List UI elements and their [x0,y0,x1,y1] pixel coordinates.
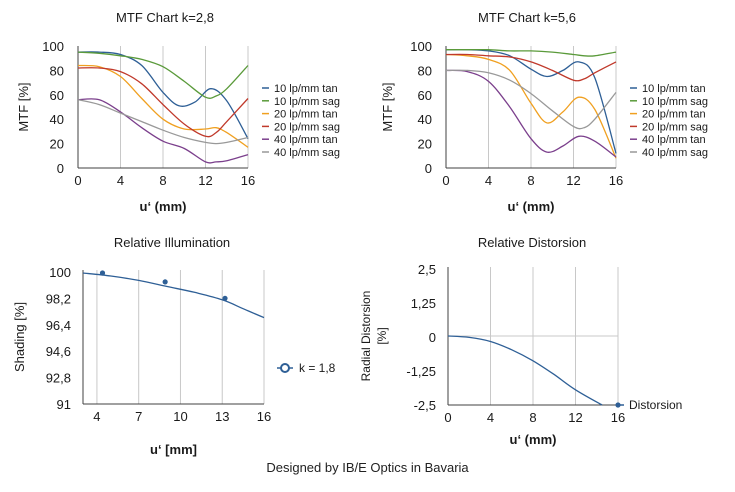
mtf2-legend-label-1: 10 lp/mm sag [642,96,708,108]
mtf2-ytick-4: 80 [418,63,432,78]
illum-xtick-0: 4 [93,409,100,424]
mtf2-xtick-4: 16 [609,173,623,188]
mtf2-ytick-2: 40 [418,112,432,127]
distort-xtick-3: 12 [568,410,582,425]
mtf1-legend-label-5: 40 lp/mm sag [274,147,340,159]
mtf2-legend-label-5: 40 lp/mm sag [642,147,708,159]
mtf2-legend-label-2: 20 lp/mm tan [642,109,706,121]
mtf1-series-0 [78,51,249,140]
distort-xtick-0: 0 [444,410,451,425]
mtf2-xtick-3: 12 [566,173,580,188]
illum-series-0 [83,272,265,319]
mtf1-series-4 [78,98,249,164]
mtf1-legend-label-2: 20 lp/mm tan [274,109,338,121]
mtf1-xtick-0: 0 [74,173,81,188]
mtf2-series-4 [446,69,617,158]
mtf2-ytick-5: 100 [410,39,432,54]
mtf1-xlabel: u‘ (mm) [140,199,187,214]
illum-xtick-1: 7 [135,409,142,424]
illum-xlabel: u‘ [mm] [150,442,197,457]
mtf1-ytick-0: 0 [57,161,64,176]
distort-xtick-4: 16 [611,410,625,425]
distort-ytick-4: -2,5 [414,398,436,413]
illum-ytick-0: 100 [49,265,71,280]
distort-xlabel: u‘ (mm) [510,432,557,447]
mtf1-series-5 [78,99,249,145]
mtf1-series-3 [78,67,249,138]
mtf2-xtick-2: 8 [527,173,534,188]
mtf2-series-3 [446,53,617,82]
mtf2-legend-label-4: 40 lp/mm tan [642,134,706,146]
mtf2-xtick-0: 0 [442,173,449,188]
mtf1-ytick-4: 80 [50,63,64,78]
illum-ytick-1: 98,2 [46,291,71,306]
distort-legend-label-0: Distorsion [629,398,682,412]
mtf1-ytick-1: 20 [50,137,64,152]
mtf1-xtick-2: 8 [159,173,166,188]
mtf2-legend-label-3: 20 lp/mm sag [642,121,708,133]
illum-ytick-2: 96,4 [46,318,71,333]
illum-xtick-4: 16 [257,409,271,424]
illum-xtick-2: 10 [173,409,187,424]
footer-credit: Designed by IB/E Optics in Bavaria [266,460,469,475]
mtf2-title: MTF Chart k=5,6 [478,10,576,25]
illum-title: Relative Illumination [114,235,230,250]
mtf1-legend-label-3: 20 lp/mm sag [274,121,340,133]
distort-title: Relative Distorsion [478,235,586,250]
mtf2-xlabel: u‘ (mm) [508,199,555,214]
mtf2-ytick-0: 0 [425,161,432,176]
mtf2-ytick-3: 60 [418,88,432,103]
mtf1-legend-label-4: 40 lp/mm tan [274,134,338,146]
illum-ytick-4: 92,8 [46,371,71,386]
mtf1-xtick-4: 16 [241,173,255,188]
distort-ytick-0: 2,5 [418,262,436,277]
mtf1-ylabel: MTF [%] [16,82,31,131]
distort-series-0 [448,335,603,406]
mtf1-xtick-3: 12 [198,173,212,188]
mtf2-ytick-1: 20 [418,137,432,152]
mtf1-ytick-3: 60 [50,88,64,103]
illum-ytick-3: 94,6 [46,344,71,359]
mtf1-ytick-2: 40 [50,112,64,127]
mtf2-ylabel: MTF [%] [380,82,395,131]
distort-ytick-2: 0 [429,330,436,345]
distort-ylabel-unit: [%] [375,327,389,344]
mtf2-series-2 [446,53,617,159]
distort-ylabel: Radial Distorsion [359,291,373,382]
mtf1-title: MTF Chart k=2,8 [116,10,214,25]
distort-ytick-1: 1,25 [411,296,436,311]
mtf2-series-5 [446,69,617,130]
mtf1-series-1 [78,51,249,99]
mtf1-legend-label-1: 10 lp/mm sag [274,96,340,108]
mtf1-legend-label-0: 10 lp/mm tan [274,83,338,95]
mtf2-series-1 [446,48,617,57]
illum-marker-0-2 [222,295,228,301]
distort-xtick-2: 8 [529,410,536,425]
distort-ytick-3: -1,25 [406,364,436,379]
illum-ylabel: Shading [%] [12,302,27,372]
distort-xtick-1: 4 [487,410,494,425]
mtf1-xtick-1: 4 [117,173,124,188]
mtf1-ytick-5: 100 [42,39,64,54]
illum-legend-label-0: k = 1,8 [299,361,336,375]
illum-marker-0-0 [99,270,106,276]
illum-xtick-3: 13 [215,409,229,424]
illum-marker-0-1 [162,279,168,285]
mtf2-xtick-1: 4 [485,173,492,188]
illum-ytick-5: 91 [57,397,71,412]
mtf2-legend-label-0: 10 lp/mm tan [642,83,706,95]
illum-legend-marker-0 [280,363,290,373]
